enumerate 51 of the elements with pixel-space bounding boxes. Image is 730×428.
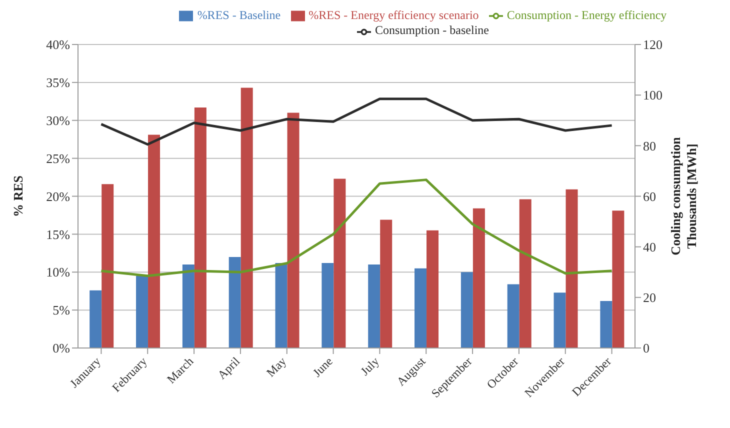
legend-label: Consumption - baseline [375,23,489,38]
bar [612,210,624,348]
bar [228,256,241,348]
y2-axis-title: Cooling consumption Thousands [MWh] [668,136,699,256]
bar [90,290,102,348]
bar [240,88,253,348]
y-tick-label: 40% [46,37,70,52]
bar [322,263,334,348]
bar [472,208,485,348]
x-tick-label: July [358,354,382,378]
bar [287,112,300,348]
y-tick-label: 15% [46,226,70,242]
legend-label: Consumption - Energy efficiency [506,8,667,22]
bar [554,292,566,348]
bar [148,134,160,348]
legend-label: %RES - Baseline [197,8,281,22]
bar [275,263,288,348]
bar [414,268,427,348]
y2-tick-label: 20 [643,290,656,306]
bar [600,300,612,348]
y2-tick-label: 120 [643,37,662,52]
y-tick-label: 30% [46,112,70,128]
y2-tick-label: 40 [643,239,656,254]
bar [426,230,439,348]
y2-tick-label: 80 [643,138,656,154]
line-series [100,98,614,146]
bar [380,220,392,348]
y-tick-label: 35% [46,75,70,90]
y-axis-title: % RES [10,175,26,218]
bar [519,199,532,348]
bar [460,272,473,348]
x-tick-label: June [310,354,336,380]
bar [194,107,206,348]
bar [334,178,346,348]
y2-tick-label: 0 [643,340,650,356]
bar [368,264,380,348]
bar [566,189,578,348]
y2-tick-label: 60 [643,188,656,204]
y-tick-label: 5% [52,302,70,318]
bar [507,284,520,348]
bar [182,264,194,348]
y-tick-label: 20% [46,188,70,204]
bar [102,184,114,348]
y-tick-label: 10% [46,264,70,280]
bar [136,276,148,348]
y-tick-label: 25% [46,150,70,166]
y2-tick-label: 100 [643,88,662,103]
legend-label: %RES - Energy efficiency scenario [308,8,479,22]
line-series [100,178,614,278]
x-tick-label: May [264,354,289,380]
y-tick-label: 0% [52,340,70,356]
